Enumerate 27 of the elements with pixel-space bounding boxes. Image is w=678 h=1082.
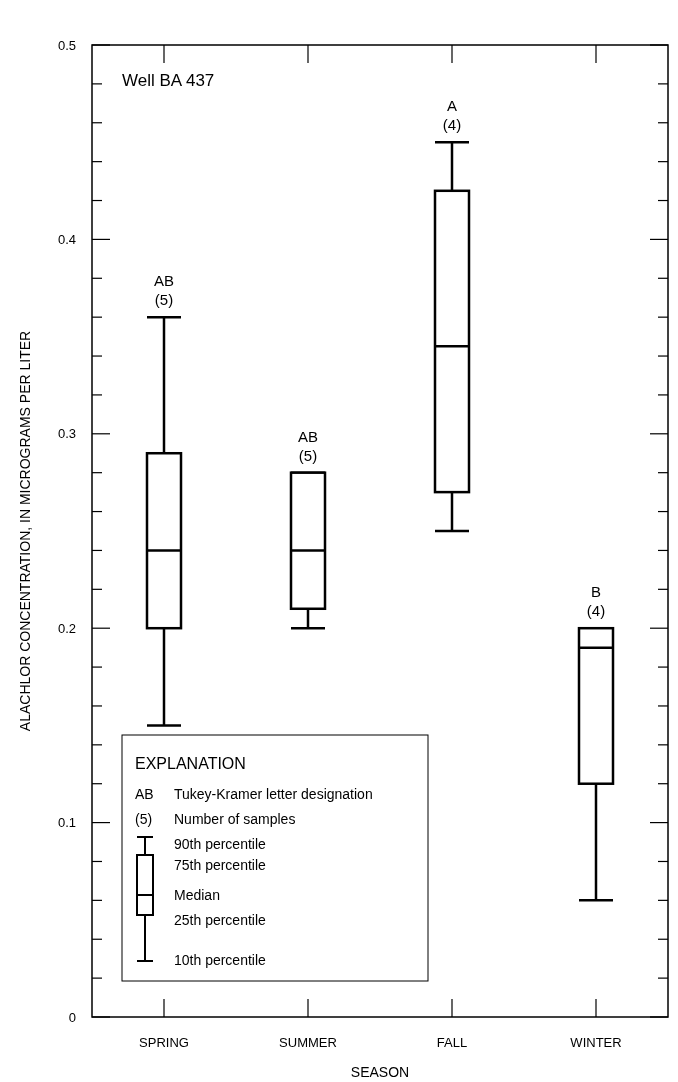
- x-tick-label: WINTER: [570, 1035, 622, 1050]
- annotation: 10th percentile: [174, 952, 267, 968]
- annotation: AB: [135, 786, 154, 802]
- x-tick-label: FALL: [436, 1035, 468, 1050]
- annotation: Number of samples: [174, 811, 296, 827]
- annotation: Well BA 437: [122, 71, 215, 90]
- annotation: Median: [174, 887, 220, 903]
- annotation: EXPLANATION: [135, 755, 246, 772]
- annotation: B (4): [586, 583, 606, 620]
- annotation: AB (5): [297, 427, 319, 464]
- y-axis-title: ALACHLOR CONCENTRATION, IN MICROGRAMS PER LITER: [17, 330, 33, 732]
- y-tick-label: 0: [68, 1009, 76, 1025]
- x-tick-label: SUMMER: [279, 1035, 337, 1050]
- y-tick-label: 0.4: [57, 231, 76, 247]
- annotation: AB (5): [153, 272, 175, 309]
- y-tick-label: 0.1: [57, 815, 76, 831]
- x-tick-label: SPRING: [139, 1035, 189, 1050]
- annotation: Tukey-Kramer letter designation: [174, 786, 373, 802]
- annotation: 25th percentile: [174, 912, 267, 928]
- x-axis-title: SEASON: [350, 1064, 410, 1080]
- annotation: A (4): [442, 97, 462, 134]
- y-tick-label: 0.5: [57, 37, 76, 53]
- annotation: 90th percentile: [174, 836, 267, 852]
- annotation: 75th percentile: [174, 857, 267, 873]
- y-tick-label: 0.3: [57, 426, 76, 442]
- y-tick-label: 0.2: [57, 620, 76, 636]
- annotation: (5): [135, 811, 153, 827]
